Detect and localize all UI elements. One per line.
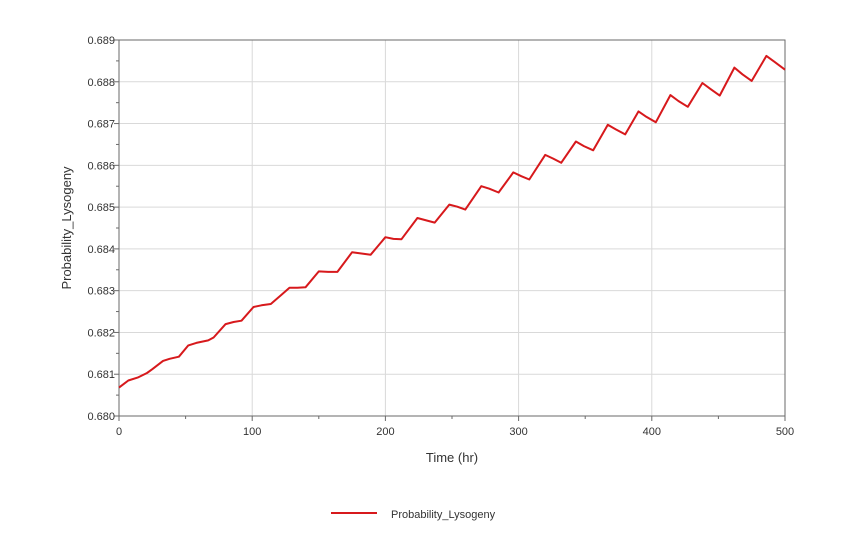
y-tick-label: 0.689 — [87, 35, 115, 47]
y-tick-label: 0.682 — [87, 327, 115, 339]
series-layer — [118, 54, 786, 389]
x-tick-label: 500 — [776, 426, 794, 438]
y-tick-label: 0.683 — [87, 286, 115, 298]
x-tick-label: 200 — [376, 426, 394, 438]
y-tick-label: 0.680 — [87, 411, 115, 423]
y-tick-label: 0.688 — [87, 77, 115, 89]
x-tick-label: 0 — [116, 426, 122, 438]
x-tick-label: 300 — [509, 426, 527, 438]
y-tick-label: 0.685 — [87, 202, 115, 214]
x-tick-label: 100 — [243, 426, 261, 438]
x-tick-label: 400 — [643, 426, 661, 438]
x-axis-title: Time (hr) — [426, 450, 478, 465]
legend-label-probability-lysogeny: Probability_Lysogeny — [391, 509, 496, 521]
y-axis-tick-labels: 0.680 0.681 0.682 0.683 0.684 0.685 0.686 0.687… — [87, 35, 115, 423]
axis-ticks — [114, 39, 786, 421]
y-axis-title: Probability_Lysogeny — [59, 166, 74, 290]
y-tick-label: 0.684 — [87, 244, 115, 256]
y-tick-label: 0.687 — [87, 119, 115, 131]
y-tick-label: 0.681 — [87, 369, 115, 381]
legend: Probability_Lysogeny — [331, 509, 496, 521]
grid-lines — [119, 40, 785, 416]
x-axis-tick-labels: 0 100 200 300 400 500 — [116, 426, 794, 438]
series-line-probability-lysogeny — [118, 54, 786, 389]
y-tick-label: 0.686 — [87, 160, 115, 172]
